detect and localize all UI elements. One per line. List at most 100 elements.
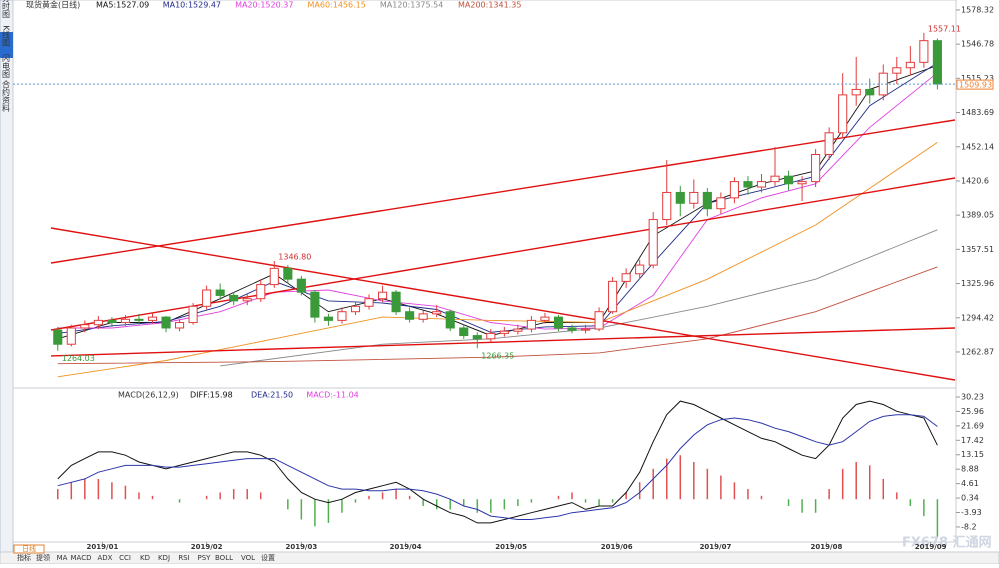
toolbar-item[interactable]: PSY — [198, 554, 212, 562]
y-tick-label: 1294.42 — [961, 313, 994, 322]
candle-body — [824, 132, 834, 155]
toolbar-item[interactable]: 设置 — [261, 553, 275, 562]
y-tick-label: 1546.78 — [961, 40, 994, 49]
macd-legend: DEA:21.50 — [251, 391, 293, 400]
toolbar-item[interactable]: ADX — [98, 554, 113, 562]
macd-title: MACD(26,12,9) — [118, 391, 179, 400]
toolbar-item[interactable]: KDJ — [158, 554, 170, 562]
x-tick-label: 2019/01 — [87, 543, 119, 551]
candle-body — [80, 324, 90, 329]
macd-legend: MACD:-11.04 — [306, 391, 358, 400]
toolbar-item[interactable]: BOLL — [215, 554, 233, 562]
candle-body — [851, 88, 861, 96]
toolbar-item[interactable]: VOL — [241, 554, 255, 562]
y-tick-label: 1357.51 — [961, 245, 994, 254]
diff-line — [57, 400, 938, 524]
candle-body — [689, 191, 699, 204]
last-price-label: 1509.93 — [959, 81, 992, 90]
side-tab[interactable]: K线图 — [2, 25, 11, 47]
candle-body — [878, 72, 888, 96]
toolbar-item[interactable]: KD — [140, 554, 150, 562]
candle-body — [675, 191, 685, 204]
candle-body — [499, 330, 509, 334]
candle-body — [472, 335, 482, 340]
y-tick-label: 1420.6 — [961, 176, 989, 185]
toolbar-item[interactable]: MACD — [71, 554, 92, 562]
annotation: 1264.03 — [62, 354, 95, 363]
period-label[interactable]: 日线 — [22, 544, 36, 553]
candle-body — [405, 311, 415, 320]
macd-y-tick-label: 21.69 — [961, 421, 984, 430]
plot-frame — [12, 0, 957, 543]
candle-body — [337, 311, 347, 321]
candle-body — [892, 67, 902, 74]
last-price-box — [956, 79, 994, 90]
ma-legend: MA120:1375.54 — [380, 1, 443, 10]
candle-body — [783, 175, 794, 185]
annotation: 1346.80 — [278, 252, 311, 261]
candle-body — [391, 291, 401, 313]
candle-body — [188, 305, 198, 324]
period-tab[interactable] — [13, 544, 45, 554]
side-tab[interactable]: 合约资料 — [2, 79, 11, 113]
candle-body — [905, 61, 915, 69]
candle-body — [608, 280, 618, 313]
candle-body — [729, 181, 739, 199]
candle-body — [702, 191, 712, 210]
toolbar-item[interactable]: MA — [57, 554, 68, 562]
ma-legend: MA10:1529.47 — [163, 1, 221, 10]
candle-body — [310, 291, 320, 318]
candle-body — [580, 328, 591, 331]
candle-body — [662, 191, 672, 221]
candle-body — [513, 328, 523, 332]
candle-body — [256, 284, 266, 300]
candle-body — [161, 316, 171, 329]
candle-body — [269, 267, 279, 286]
x-tick-label: 2019/03 — [285, 543, 317, 551]
candle-body — [919, 40, 929, 63]
candle-body — [621, 273, 631, 282]
macd-y-tick-label: 17.42 — [961, 436, 984, 445]
candle-body — [459, 327, 469, 337]
candle-body — [120, 318, 130, 324]
x-tick-label: 2019/07 — [700, 543, 732, 551]
x-tick-label: 2019/05 — [495, 543, 527, 551]
toolbar-item[interactable]: 指标 — [17, 553, 31, 562]
macd-legend: DIFF:15.98 — [190, 391, 233, 400]
x-tick-label: 2019/04 — [390, 543, 422, 551]
annotation: 1266.35 — [481, 352, 514, 361]
candle-body — [134, 318, 144, 321]
candle-body — [229, 294, 239, 302]
toolbar-item[interactable]: RSI — [178, 554, 189, 562]
toolbar-item[interactable]: 提领 — [36, 553, 50, 562]
candle-body — [594, 311, 604, 330]
macd-y-tick-label: 0.34 — [961, 494, 979, 503]
candle-body — [567, 327, 577, 331]
candle-body — [364, 298, 374, 307]
candle-body — [323, 316, 333, 321]
candle-body — [350, 305, 361, 313]
y-tick-label: 1452.14 — [961, 142, 994, 151]
candle-body — [242, 298, 252, 302]
side-tab[interactable]: 闪电图 — [2, 54, 11, 79]
candle-body — [526, 319, 536, 330]
candle-body — [756, 181, 767, 188]
candle-body — [202, 289, 212, 307]
macd-y-tick-label: 25.96 — [961, 407, 984, 416]
y-tick-label: 1483.69 — [961, 108, 994, 117]
candle-body — [175, 322, 185, 329]
x-tick-label: 2019/08 — [811, 543, 843, 551]
macd-y-tick-label: 13.15 — [961, 450, 984, 459]
annotation: 1557.11 — [928, 24, 961, 33]
candle-body — [66, 327, 76, 345]
y-tick-label: 1262.87 — [961, 347, 994, 356]
x-tick-label: 2019/09 — [915, 543, 947, 551]
trend-line — [50, 227, 956, 381]
side-tab[interactable]: 分时图 — [2, 0, 11, 19]
toolbar-item[interactable]: CCI — [119, 554, 131, 562]
y-tick-label: 1325.96 — [961, 279, 994, 288]
macd-y-tick-label: -3.93 — [961, 508, 982, 517]
candle-body — [53, 329, 63, 345]
dea-line — [57, 414, 938, 520]
ma-legend: MA200:1341.35 — [458, 1, 521, 10]
